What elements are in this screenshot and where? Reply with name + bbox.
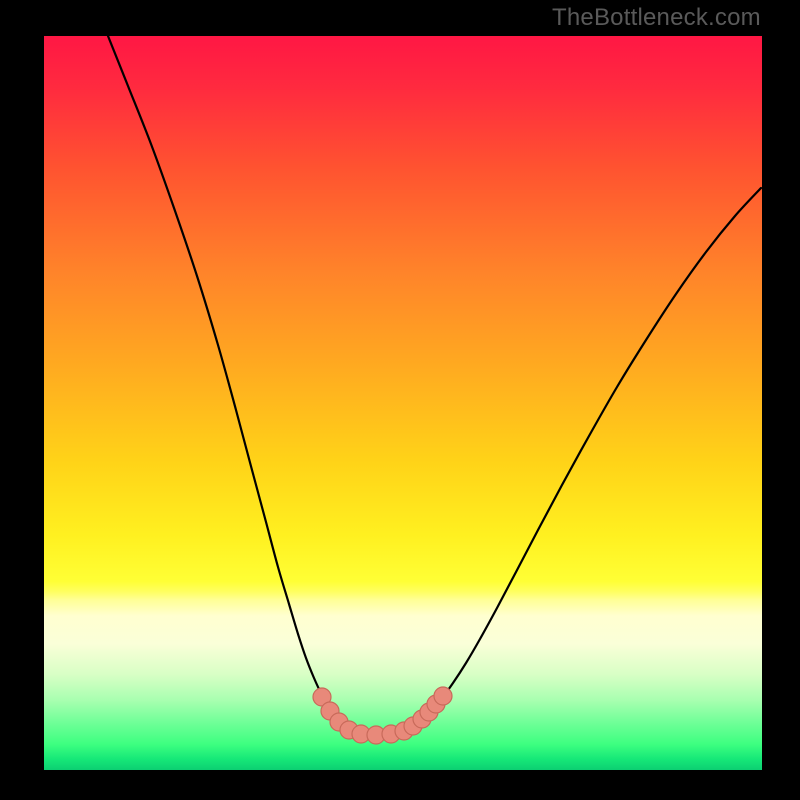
watermark-text: TheBottleneck.com: [552, 4, 761, 32]
curve-marker: [434, 687, 452, 705]
chart-canvas: [0, 0, 800, 800]
